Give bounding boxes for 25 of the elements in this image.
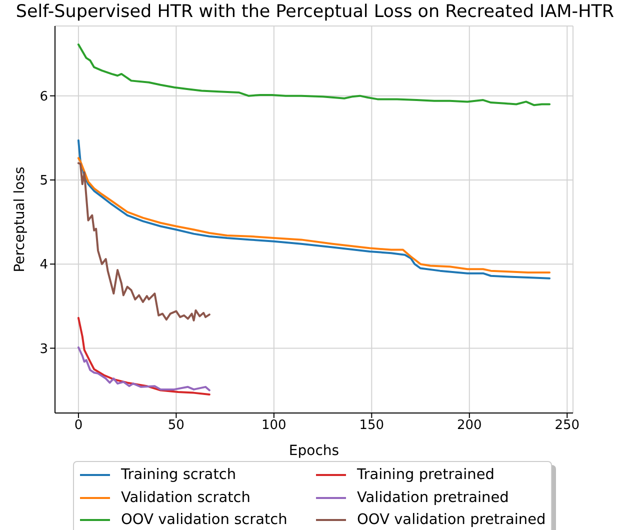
y-tick-label: 4 [40,258,48,273]
legend-label: OOV validation pretrained [357,512,546,528]
y-tick-label: 6 [40,89,48,104]
x-axis-title: Epochs [288,443,340,459]
y-tick-label: 3 [40,342,48,357]
line-series [77,139,551,280]
x-tick-label: 100 [262,418,286,434]
line-series [77,157,551,274]
legend-label: Training scratch [121,467,236,484]
x-tick-label: 200 [456,418,482,434]
y-tick-label: 5 [40,174,48,189]
x-tick-label: 150 [359,418,384,434]
line-series [77,346,210,392]
line-series [77,162,210,322]
line-series [77,44,551,106]
legend-label: Validation pretrained [357,490,509,506]
x-tick-label: 250 [554,418,580,434]
line-series [77,316,210,396]
legend-label: OOV validation scratch [121,512,288,528]
y-axis-title: Perceptual loss [12,166,28,272]
legend-label: Training pretrained [357,467,494,484]
x-tick-label: 50 [168,418,184,434]
x-tick-label: 0 [74,418,83,434]
legend-label: Validation scratch [121,490,250,506]
chart-title: Self-Supervised HTR with the Perceptual Loss on Recreated IAM-HTR [16,1,614,23]
